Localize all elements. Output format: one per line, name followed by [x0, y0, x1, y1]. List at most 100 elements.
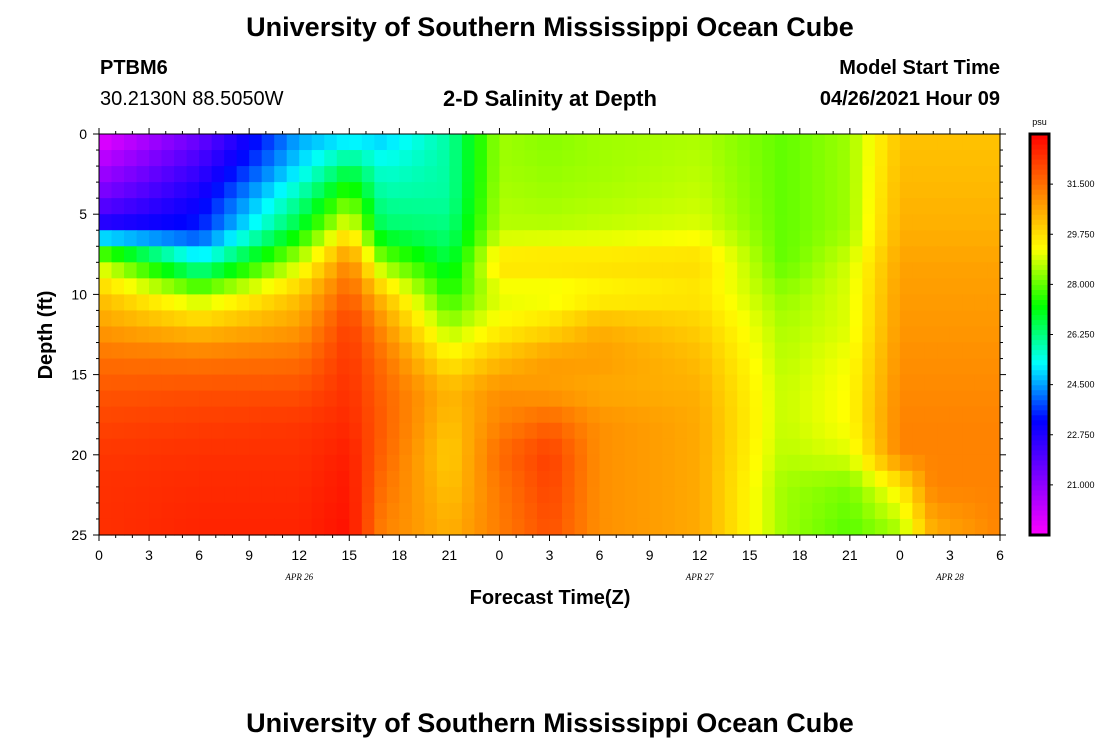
heatmap-cell	[662, 150, 676, 167]
model-start-label: Model Start Time	[839, 57, 1000, 79]
heatmap-cell	[887, 246, 901, 263]
heatmap-cell	[949, 326, 964, 344]
heatmap-cell	[474, 518, 488, 536]
heatmap-cell	[949, 262, 964, 279]
heatmap-cell	[99, 374, 113, 392]
heatmap-cell	[937, 470, 951, 488]
colorbar-segment	[1030, 414, 1049, 421]
x-tick-label: 9	[245, 547, 253, 563]
heatmap-cell	[211, 230, 225, 247]
heatmap-cell	[124, 294, 138, 312]
heatmap-cell	[399, 358, 413, 376]
heatmap-cell	[699, 422, 713, 440]
heatmap-cell	[99, 150, 113, 167]
heatmap-cell	[637, 342, 651, 360]
heatmap-cell	[324, 438, 338, 456]
heatmap-cell	[436, 470, 450, 488]
heatmap-cell	[199, 438, 213, 456]
heatmap-cell	[562, 518, 576, 536]
colorbar-segment	[1030, 174, 1049, 180]
heatmap-cell	[524, 166, 538, 183]
heatmap-cell	[712, 198, 726, 215]
heatmap-cell	[399, 294, 413, 312]
heatmap-cell	[787, 390, 801, 408]
heatmap-cell	[199, 454, 213, 472]
heatmap-cell	[774, 230, 788, 247]
heatmap-cell	[637, 454, 651, 472]
heatmap-cell	[474, 246, 488, 263]
heatmap-cell	[649, 470, 663, 488]
colorbar-segment	[1030, 219, 1049, 225]
heatmap-cell	[937, 486, 951, 504]
heatmap-cell	[536, 230, 551, 247]
heatmap-cell	[286, 406, 300, 424]
heatmap-cell	[386, 246, 400, 263]
heatmap-cell	[311, 182, 325, 199]
heatmap-cell	[787, 422, 801, 440]
heatmap-cell	[361, 470, 375, 488]
heatmap-cell	[361, 214, 375, 231]
heatmap-cell	[562, 230, 576, 247]
heatmap-cell	[436, 406, 450, 424]
heatmap-cell	[974, 134, 989, 151]
heatmap-cell	[199, 406, 213, 424]
heatmap-cell	[411, 310, 425, 328]
heatmap-cell	[824, 438, 838, 456]
colorbar-tick-label: 24.500	[1067, 380, 1095, 390]
heatmap-cell	[849, 246, 863, 263]
heatmap-cell	[424, 310, 438, 328]
heatmap-cell	[461, 406, 476, 424]
heatmap-cell	[224, 134, 238, 151]
heatmap-cell	[849, 374, 863, 392]
heatmap-cell	[574, 198, 588, 215]
heatmap-cell	[774, 358, 788, 376]
heatmap-cell	[461, 486, 476, 504]
heatmap-cell	[449, 294, 463, 312]
heatmap-cell	[662, 182, 676, 199]
heatmap-cell	[336, 518, 350, 536]
heatmap-cell	[749, 486, 763, 504]
heatmap-cell	[111, 262, 125, 279]
heatmap-cell	[962, 406, 976, 424]
heatmap-cell	[436, 326, 450, 344]
heatmap-cell	[311, 390, 325, 408]
heatmap-cell	[649, 342, 663, 360]
heatmap-cell	[161, 326, 175, 344]
heatmap-cell	[249, 374, 263, 392]
heatmap-cell	[386, 262, 400, 279]
heatmap-cell	[486, 358, 501, 376]
heatmap-cell	[286, 502, 300, 520]
heatmap-cell	[549, 278, 563, 295]
heatmap-cell	[812, 278, 826, 295]
heatmap-cell	[799, 230, 813, 247]
heatmap-cell	[612, 486, 626, 504]
heatmap-cell	[974, 166, 989, 183]
heatmap-cell	[637, 326, 651, 344]
heatmap-cell	[624, 486, 638, 504]
heatmap-cell	[674, 454, 688, 472]
heatmap-cell	[799, 278, 813, 295]
heatmap-cell	[524, 486, 538, 504]
heatmap-cell	[186, 134, 200, 151]
heatmap-cell	[887, 358, 901, 376]
heatmap-cell	[912, 406, 926, 424]
heatmap-cell	[599, 246, 613, 263]
heatmap-cell	[874, 438, 888, 456]
heatmap-cell	[762, 502, 776, 520]
heatmap-cell	[336, 278, 350, 295]
heatmap-cell	[862, 470, 876, 488]
heatmap-cell	[286, 262, 300, 279]
heatmap-cell	[937, 294, 951, 312]
heatmap-cell	[862, 246, 876, 263]
heatmap-cell	[812, 326, 826, 344]
heatmap-cell	[499, 374, 513, 392]
y-tick-label: 20	[71, 447, 87, 463]
heatmap-cell	[211, 214, 225, 231]
heatmap-cell	[912, 470, 926, 488]
heatmap-cell	[724, 230, 738, 247]
heatmap-cell	[774, 502, 788, 520]
heatmap-cell	[274, 198, 288, 215]
heatmap-cell	[974, 246, 989, 263]
heatmap-cell	[837, 166, 851, 183]
heatmap-cell	[511, 486, 526, 504]
